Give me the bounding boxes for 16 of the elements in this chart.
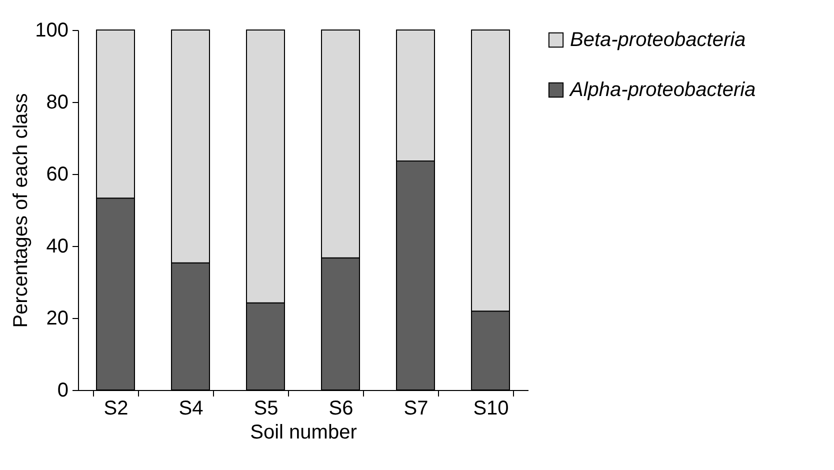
y-tick-label: 20 (46, 308, 68, 330)
x-tick-label: S7 (404, 398, 428, 420)
x-tick-label: S2 (104, 398, 128, 420)
y-tick-label: 40 (46, 236, 68, 258)
x-tick-label: S10 (473, 398, 509, 420)
y-axis-title: Percentages of each class (10, 93, 32, 328)
y-tick-label: 60 (46, 164, 68, 186)
y-tick-label: 80 (46, 92, 68, 114)
y-tick-label: 100 (35, 20, 68, 42)
y-tick-label: 0 (57, 380, 68, 402)
legend-label: Alpha-proteobacteria (569, 79, 756, 101)
x-axis-title: Soil number (250, 422, 358, 444)
x-tick-label: S6 (328, 398, 354, 420)
x-tick-label: S4 (178, 398, 204, 420)
legend-label: Beta-proteobacteria (570, 29, 746, 51)
x-tick-label: S5 (254, 398, 278, 420)
